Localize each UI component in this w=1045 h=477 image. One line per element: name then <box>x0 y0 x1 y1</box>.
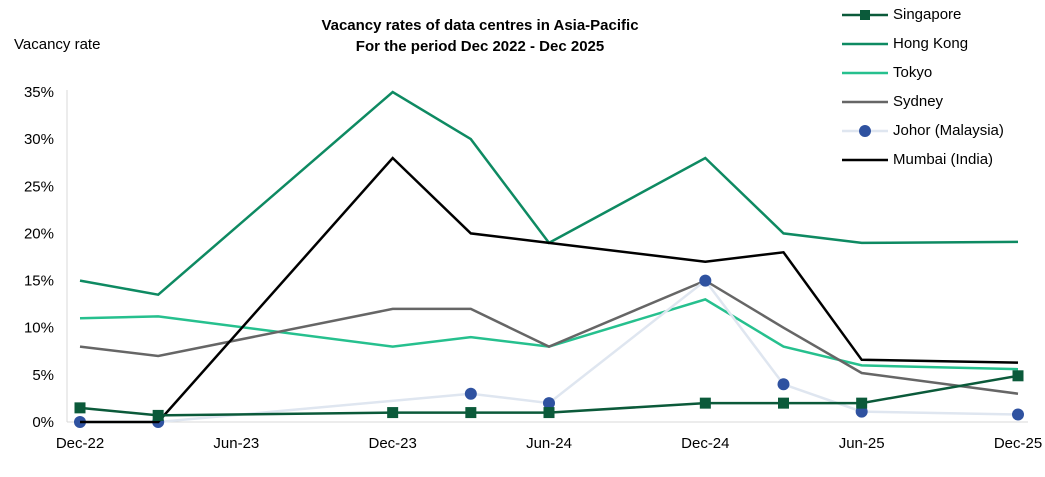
y-tick-label: 35% <box>24 84 54 101</box>
data-point-singapore <box>1012 370 1024 382</box>
x-tick-label: Jun-24 <box>526 435 572 452</box>
data-point-johor-malaysia <box>699 274 712 287</box>
y-tick-label: 0% <box>32 414 54 431</box>
y-tick-label: 20% <box>24 225 54 242</box>
y-tick-label: 25% <box>24 178 54 195</box>
x-tick-label: Dec-22 <box>56 435 104 452</box>
legend-label: Sydney <box>893 93 944 110</box>
series-line-mumbai-india <box>80 156 1019 424</box>
series-line-johor-malaysia <box>80 278 1019 424</box>
legend-swatch-singapore <box>842 10 888 20</box>
x-tick-label: Dec-23 <box>368 435 416 452</box>
data-point-johor-malaysia <box>777 378 790 391</box>
x-tick-label: Dec-24 <box>681 435 729 452</box>
legend-swatch-tokyo <box>842 71 888 75</box>
legend-swatch-sydney <box>842 100 888 104</box>
data-point-singapore <box>74 402 86 414</box>
legend-swatch-hong-kong <box>842 42 888 46</box>
legend-label: Hong Kong <box>893 35 969 52</box>
x-tick-label: Jun-25 <box>839 435 885 452</box>
legend-marker <box>859 125 871 137</box>
y-tick-label: 30% <box>24 131 54 148</box>
data-point-johor-malaysia <box>1012 408 1024 421</box>
x-tick-label: Jun-23 <box>213 435 259 452</box>
data-point-singapore <box>778 397 789 409</box>
y-tick-label: 10% <box>24 320 54 337</box>
legend-label: Tokyo <box>893 64 933 81</box>
y-axis-label: Vacancy rate <box>14 36 101 53</box>
data-point-singapore <box>387 407 399 419</box>
y-tick-label: 5% <box>32 367 54 384</box>
legend-swatch-mumbai <box>842 158 888 162</box>
series-line-sydney <box>79 279 1019 395</box>
data-point-johor-malaysia <box>543 397 555 410</box>
legend-label: Johor (Malaysia) <box>893 122 1004 139</box>
legend-swatch-johor <box>842 125 888 137</box>
legend-label: Mumbai (India) <box>893 151 994 168</box>
data-point-johor-malaysia <box>464 387 477 400</box>
legend-label: Singapore <box>893 6 962 23</box>
data-point-singapore <box>856 397 868 409</box>
x-tick-label: Dec-25 <box>994 435 1042 452</box>
chart-subtitle: For the period Dec 2022 - Dec 2025 <box>355 38 605 55</box>
data-point-singapore <box>465 407 477 419</box>
legend-marker <box>860 10 870 20</box>
data-point-singapore <box>699 397 711 409</box>
chart-title: Vacancy rates of data centres in Asia-Pa… <box>321 17 639 34</box>
data-point-singapore <box>543 407 555 419</box>
data-point-singapore <box>152 409 164 421</box>
y-tick-label: 15% <box>24 273 54 290</box>
series-line-tokyo <box>79 298 1019 371</box>
